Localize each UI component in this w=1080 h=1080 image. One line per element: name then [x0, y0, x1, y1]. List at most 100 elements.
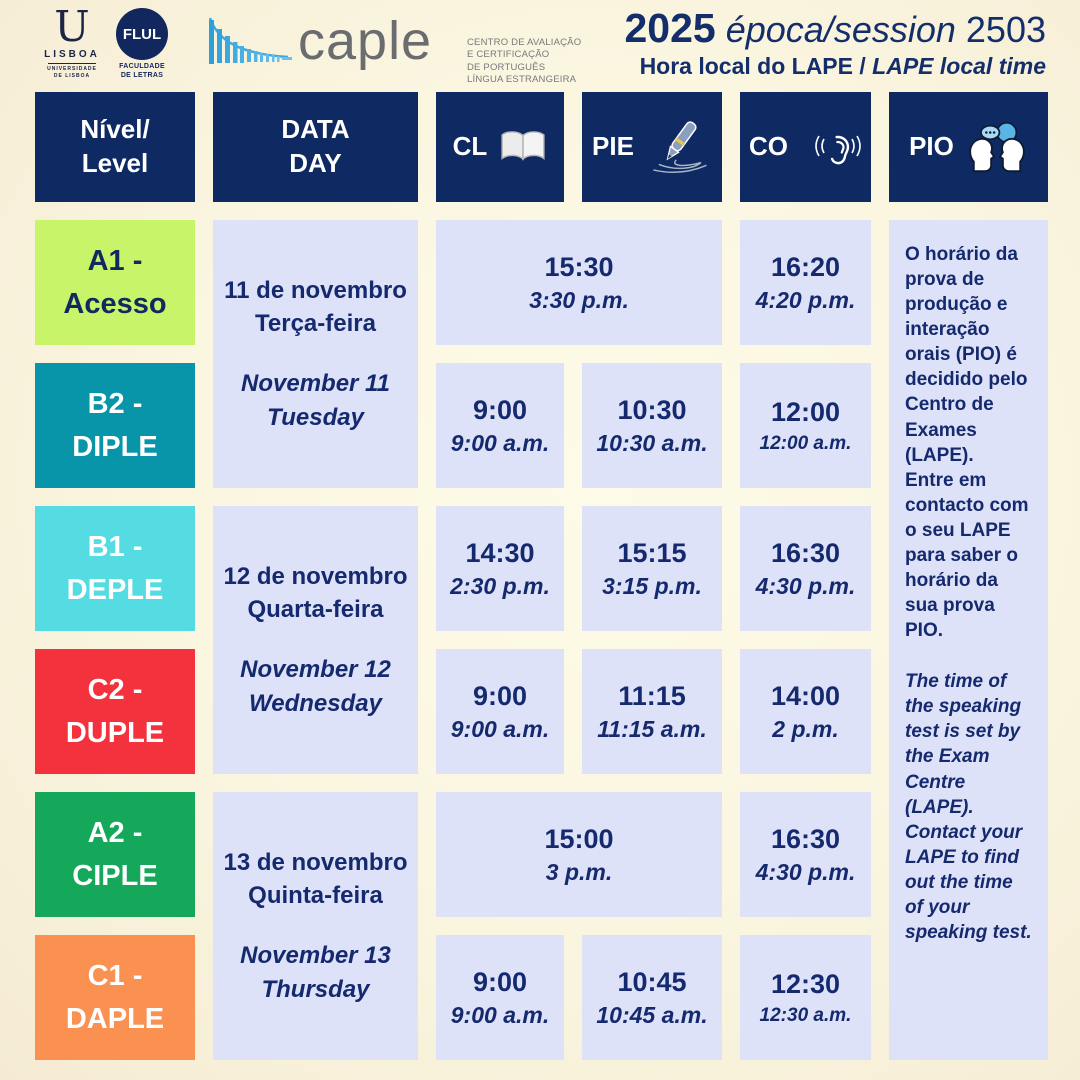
subtitle-portuguese: Hora local do LAPE /	[639, 53, 873, 80]
time-local: 12:00	[770, 397, 841, 428]
poster-title: 2025 época/session 2503 Hora local do LA…	[624, 5, 1047, 80]
date-cell-november-12: 12 de novembro Quarta-feira November 12 …	[213, 506, 418, 774]
time-ampm: 12:30 a.m.	[759, 1004, 852, 1026]
pio-label: PIO	[909, 131, 954, 162]
column-header-co: CO	[740, 92, 871, 202]
level-code: C2 -	[87, 674, 143, 707]
ear-listening-icon	[815, 135, 861, 165]
time-cell-c1-cl: 9:00 9:00 a.m.	[436, 935, 564, 1060]
time-ampm: 10:30 a.m.	[596, 430, 708, 457]
flul-logo: FLUL FACULDADE DE LETRAS	[112, 8, 172, 81]
top-bar: U LISBOA UNIVERSIDADE DE LISBOA FLUL FAC…	[0, 0, 1080, 88]
time-ampm: 11:15 a.m.	[597, 716, 707, 743]
session-number: 2503	[965, 9, 1046, 50]
time-local: 15:15	[617, 537, 687, 568]
time-cell-a2-co: 16:30 4:30 p.m.	[740, 792, 871, 917]
time-local: 15:30	[544, 251, 614, 282]
time-local: 16:30	[770, 823, 841, 854]
level-chip-b1-deple: B1 - DEPLE	[35, 506, 195, 631]
level-name: DUPLE	[65, 716, 165, 749]
date-portuguese: 11 de novembro Terça-feira	[224, 276, 407, 338]
time-local: 10:45	[617, 966, 687, 997]
time-cell-c2-cl: 9:00 9:00 a.m.	[436, 649, 564, 774]
time-ampm: 9:00 a.m.	[450, 716, 550, 743]
time-local: 11:15	[618, 680, 686, 711]
time-ampm: 2 p.m.	[772, 716, 839, 743]
level-chip-a2-ciple: A2 - CIPLE	[35, 792, 195, 917]
time-local: 12:30	[770, 969, 841, 1000]
time-local: 16:30	[770, 537, 841, 568]
time-ampm: 10:45 a.m.	[596, 1002, 708, 1029]
time-cell-a1-co: 16:20 4:20 p.m.	[740, 220, 871, 345]
ulisboa-city-label: LISBOA	[44, 49, 100, 60]
time-ampm: 9:00 a.m.	[450, 430, 550, 457]
session-title: 2025 época/session 2503	[624, 5, 1047, 51]
time-ampm: 4:30 p.m.	[755, 573, 856, 600]
time-local: 14:00	[770, 680, 841, 711]
level-name: DAPLE	[65, 1002, 165, 1035]
pio-note-english: The time of the speaking test is set by …	[905, 671, 1032, 944]
co-label: CO	[749, 131, 788, 162]
pie-label: PIE	[592, 131, 634, 162]
level-name: Acesso	[63, 287, 167, 320]
level-code: B1 -	[87, 531, 143, 564]
time-cell-c2-pie: 11:15 11:15 a.m.	[582, 649, 722, 774]
level-chip-a1-acesso: A1 - Acesso	[35, 220, 195, 345]
date-english: November 13 Thursday	[240, 942, 391, 1003]
speaking-heads-icon	[969, 121, 1025, 173]
time-local: 16:20	[770, 251, 841, 282]
time-cell-b1-co: 16:30 4:30 p.m.	[740, 506, 871, 631]
level-chip-b2-diple: B2 - DIPLE	[35, 363, 195, 488]
time-ampm: 3 p.m.	[545, 859, 613, 886]
column-header-pio: PIO	[889, 92, 1048, 202]
level-code: A2 -	[87, 817, 143, 850]
level-name: DEPLE	[66, 573, 164, 606]
date-cell-november-11: 11 de novembro Terça-feira November 11 T…	[213, 220, 418, 488]
time-local: 15:00	[544, 823, 614, 854]
local-time-subtitle: Hora local do LAPE / LAPE local time	[625, 53, 1046, 80]
date-portuguese: 12 de novembro Quarta-feira	[223, 562, 408, 624]
time-ampm: 3:30 p.m.	[529, 287, 629, 314]
caple-wordmark: caple	[298, 11, 433, 71]
level-chip-c2-duple: C2 - DUPLE	[35, 649, 195, 774]
date-english: November 12 Wednesday	[240, 656, 391, 717]
pio-note: O horário da prova de produção e interaç…	[889, 220, 1048, 1060]
ulisboa-logo: U LISBOA UNIVERSIDADE DE LISBOA	[36, 6, 108, 79]
subtitle-english: LAPE local time	[872, 53, 1046, 80]
time-cell-b1-cl: 14:30 2:30 p.m.	[436, 506, 564, 631]
time-cell-b1-pie: 15:15 3:15 p.m.	[582, 506, 722, 631]
open-book-icon	[501, 131, 545, 161]
level-chip-c1-daple: C1 - DAPLE	[35, 935, 195, 1060]
time-local: 14:30	[465, 537, 535, 568]
time-cell-b2-co: 12:00 12:00 a.m.	[740, 363, 871, 488]
ulisboa-divider	[48, 63, 96, 64]
date-cell-november-13: 13 de novembro Quinta-feira November 13 …	[213, 792, 418, 1060]
date-portuguese: 13 de novembro Quinta-feira	[223, 848, 408, 910]
caple-bridge-icon	[208, 17, 292, 64]
time-cell-c1-pie: 10:45 10:45 a.m.	[582, 935, 722, 1060]
column-header-date: DATA DAY	[213, 92, 418, 202]
column-header-cl: CL	[436, 92, 564, 202]
level-code: C1 -	[87, 960, 143, 993]
time-ampm: 12:00 a.m.	[759, 432, 852, 454]
time-ampm: 3:15 p.m.	[602, 573, 702, 600]
time-cell-a2-cl-pie: 15:00 3 p.m.	[436, 792, 722, 917]
time-ampm: 4:30 p.m.	[755, 859, 856, 886]
level-name: DIPLE	[72, 430, 158, 463]
time-ampm: 4:20 p.m.	[755, 287, 856, 314]
caple-description: CENTRO DE AVALIAÇÃO E CERTIFICAÇÃO DE PO…	[467, 37, 582, 86]
time-cell-a1-cl-pie: 15:30 3:30 p.m.	[436, 220, 722, 345]
time-local: 10:30	[617, 394, 687, 425]
time-local: 9:00	[472, 966, 528, 997]
column-header-pie: PIE	[582, 92, 722, 202]
year-label: 2025	[624, 5, 716, 51]
time-cell-b2-cl: 9:00 9:00 a.m.	[436, 363, 564, 488]
schedule-table: Nível/ Level DATA DAY CL PIE	[35, 92, 1048, 1060]
time-cell-c2-co: 14:00 2 p.m.	[740, 649, 871, 774]
flul-badge: FLUL	[116, 8, 168, 60]
flul-subtitle: FACULDADE DE LETRAS	[119, 63, 165, 79]
level-code: A1 -	[87, 245, 143, 278]
time-local: 9:00	[472, 680, 528, 711]
pio-note-portuguese: O horário da prova de produção e interaç…	[905, 244, 1029, 642]
